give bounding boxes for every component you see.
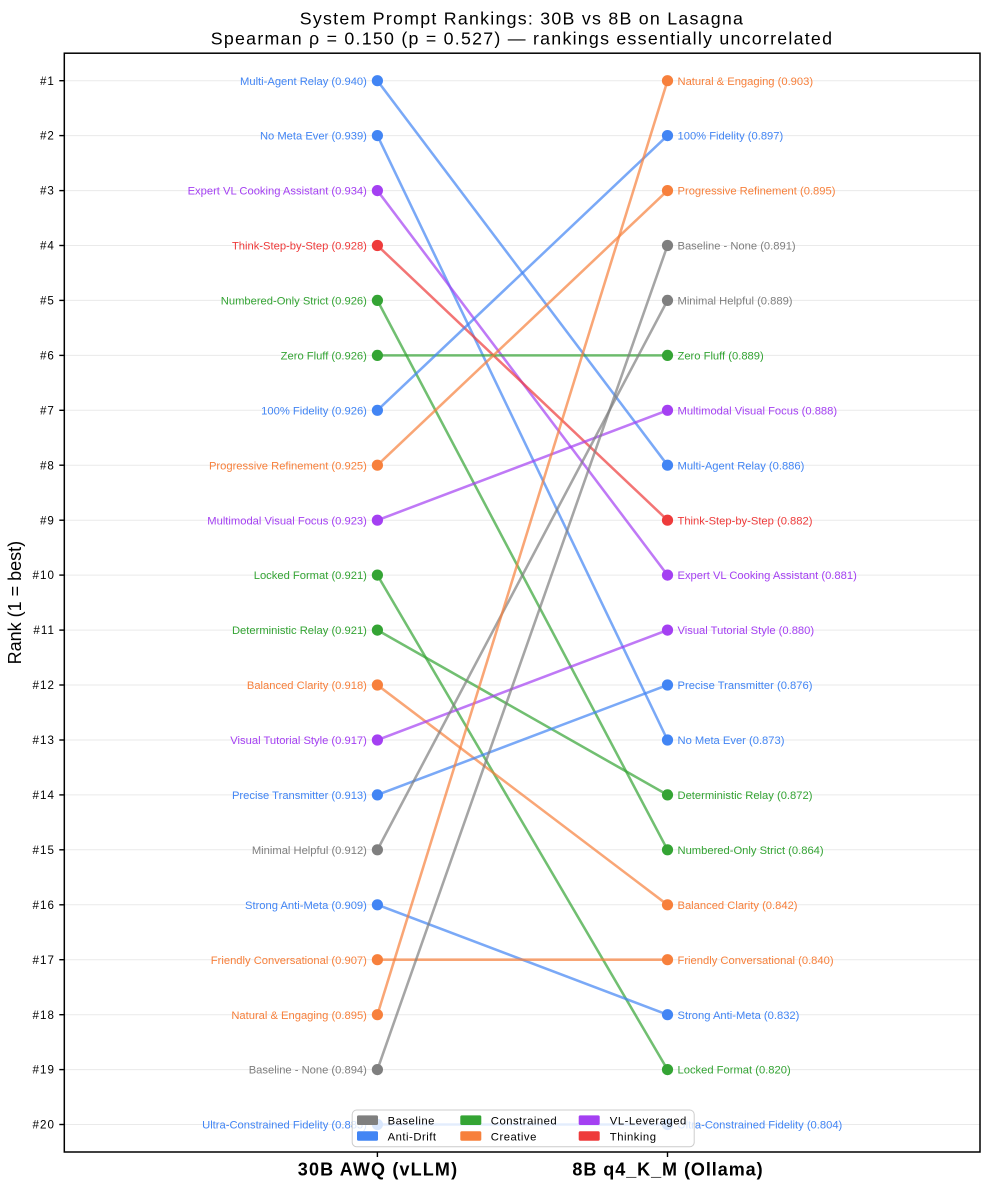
svg-text:Expert VL Cooking Assistant (0: Expert VL Cooking Assistant (0.934) [188,186,368,198]
svg-text:Natural & Engaging (0.895): Natural & Engaging (0.895) [231,1010,367,1022]
svg-text:Numbered-Only Strict (0.864): Numbered-Only Strict (0.864) [678,845,824,857]
svg-text:#10: #10 [33,569,55,582]
svg-text:#5: #5 [40,295,55,308]
svg-text:8B q4_K_M (Ollama): 8B q4_K_M (Ollama) [572,1160,763,1180]
svg-text:#17: #17 [33,954,55,967]
svg-text:#15: #15 [33,844,55,857]
svg-text:Deterministic Relay (0.921): Deterministic Relay (0.921) [232,625,367,637]
svg-text:Spearman ρ = 0.150 (p = 0.527): Spearman ρ = 0.150 (p = 0.527) — ranking… [211,28,833,48]
svg-text:Deterministic Relay (0.872): Deterministic Relay (0.872) [678,790,813,802]
svg-text:No Meta Ever (0.873): No Meta Ever (0.873) [678,735,785,747]
svg-text:Progressive Refinement (0.895): Progressive Refinement (0.895) [678,186,836,198]
svg-text:Natural & Engaging (0.903): Natural & Engaging (0.903) [678,76,814,88]
svg-text:Visual Tutorial Style (0.880): Visual Tutorial Style (0.880) [678,625,815,637]
svg-text:Think-Step-by-Step (0.882): Think-Step-by-Step (0.882) [678,515,813,527]
svg-text:Baseline - None (0.894): Baseline - None (0.894) [249,1065,367,1077]
svg-text:#1: #1 [40,75,55,88]
svg-text:Zero Fluff (0.889): Zero Fluff (0.889) [678,351,764,363]
svg-text:Thinking: Thinking [610,1131,657,1143]
svg-text:Multimodal Visual Focus (0.888: Multimodal Visual Focus (0.888) [678,405,838,417]
svg-text:#6: #6 [40,350,55,363]
svg-text:#16: #16 [33,899,55,912]
svg-text:System Prompt Rankings: 30B vs: System Prompt Rankings: 30B vs 8B on Las… [300,8,744,28]
svg-text:Strong Anti-Meta (0.832): Strong Anti-Meta (0.832) [678,1010,800,1022]
svg-text:Friendly Conversational (0.840: Friendly Conversational (0.840) [678,955,834,967]
svg-text:Precise Transmitter (0.913): Precise Transmitter (0.913) [232,790,367,802]
svg-text:Constrained: Constrained [491,1116,557,1128]
svg-text:Balanced Clarity (0.842): Balanced Clarity (0.842) [678,900,798,912]
svg-text:Minimal Helpful (0.912): Minimal Helpful (0.912) [252,845,367,857]
svg-text:#20: #20 [33,1119,55,1132]
svg-text:Baseline - None (0.891): Baseline - None (0.891) [678,241,796,253]
svg-text:VL-Leveraged: VL-Leveraged [610,1116,687,1128]
svg-text:#3: #3 [40,185,55,198]
svg-text:#8: #8 [40,459,55,472]
svg-text:Multi-Agent Relay (0.940): Multi-Agent Relay (0.940) [240,76,367,88]
svg-text:#2: #2 [40,130,55,143]
svg-text:#18: #18 [33,1009,55,1022]
svg-text:Friendly Conversational (0.907: Friendly Conversational (0.907) [211,955,367,967]
svg-text:Ultra-Constrained Fidelity (0.: Ultra-Constrained Fidelity (0.885) [202,1120,367,1132]
svg-text:Rank (1 = best): Rank (1 = best) [5,541,25,665]
svg-text:Progressive Refinement (0.925): Progressive Refinement (0.925) [209,460,367,472]
svg-text:100% Fidelity (0.897): 100% Fidelity (0.897) [678,131,784,143]
svg-text:#12: #12 [33,679,55,692]
svg-text:Multi-Agent Relay (0.886): Multi-Agent Relay (0.886) [678,460,805,472]
svg-text:#7: #7 [40,404,55,417]
svg-text:Locked Format (0.921): Locked Format (0.921) [254,570,367,582]
svg-text:Zero Fluff (0.926): Zero Fluff (0.926) [281,351,367,363]
svg-text:Minimal Helpful (0.889): Minimal Helpful (0.889) [678,296,793,308]
svg-text:Strong Anti-Meta (0.909): Strong Anti-Meta (0.909) [245,900,367,912]
svg-text:Multimodal Visual Focus (0.923: Multimodal Visual Focus (0.923) [207,515,367,527]
svg-text:30B AWQ (vLLM): 30B AWQ (vLLM) [298,1160,458,1180]
svg-text:Balanced Clarity (0.918): Balanced Clarity (0.918) [247,680,367,692]
svg-text:Visual Tutorial Style (0.917): Visual Tutorial Style (0.917) [230,735,367,747]
svg-text:#11: #11 [33,624,54,637]
svg-text:Locked Format (0.820): Locked Format (0.820) [678,1065,791,1077]
svg-text:Baseline: Baseline [388,1116,435,1128]
svg-text:100% Fidelity (0.926): 100% Fidelity (0.926) [261,405,367,417]
svg-text:Precise Transmitter (0.876): Precise Transmitter (0.876) [678,680,813,692]
svg-text:#19: #19 [33,1064,55,1077]
svg-text:Think-Step-by-Step (0.928): Think-Step-by-Step (0.928) [232,241,367,253]
svg-text:Anti-Drift: Anti-Drift [388,1131,437,1143]
svg-text:#13: #13 [33,734,55,747]
svg-text:Ultra-Constrained Fidelity (0.: Ultra-Constrained Fidelity (0.804) [678,1120,843,1132]
svg-text:No Meta Ever (0.939): No Meta Ever (0.939) [260,131,367,143]
svg-text:#14: #14 [33,789,55,802]
svg-text:Numbered-Only Strict (0.926): Numbered-Only Strict (0.926) [221,296,367,308]
svg-text:#9: #9 [40,514,55,527]
svg-text:Creative: Creative [491,1131,537,1143]
svg-text:#4: #4 [40,240,55,253]
svg-text:Expert VL Cooking Assistant (0: Expert VL Cooking Assistant (0.881) [678,570,858,582]
